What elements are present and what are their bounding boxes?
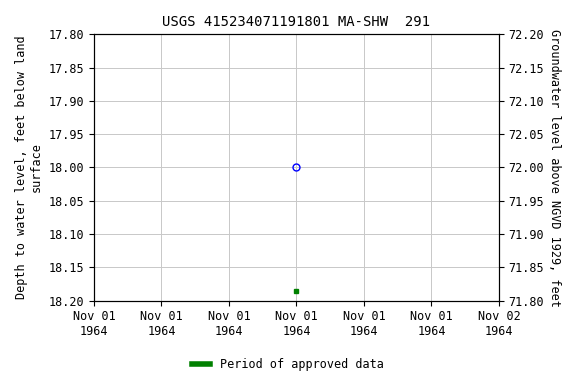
Title: USGS 415234071191801 MA-SHW  291: USGS 415234071191801 MA-SHW 291	[162, 15, 430, 29]
Y-axis label: Groundwater level above NGVD 1929, feet: Groundwater level above NGVD 1929, feet	[548, 28, 561, 306]
Y-axis label: Depth to water level, feet below land
surface: Depth to water level, feet below land su…	[15, 36, 43, 299]
Legend: Period of approved data: Period of approved data	[188, 354, 388, 376]
